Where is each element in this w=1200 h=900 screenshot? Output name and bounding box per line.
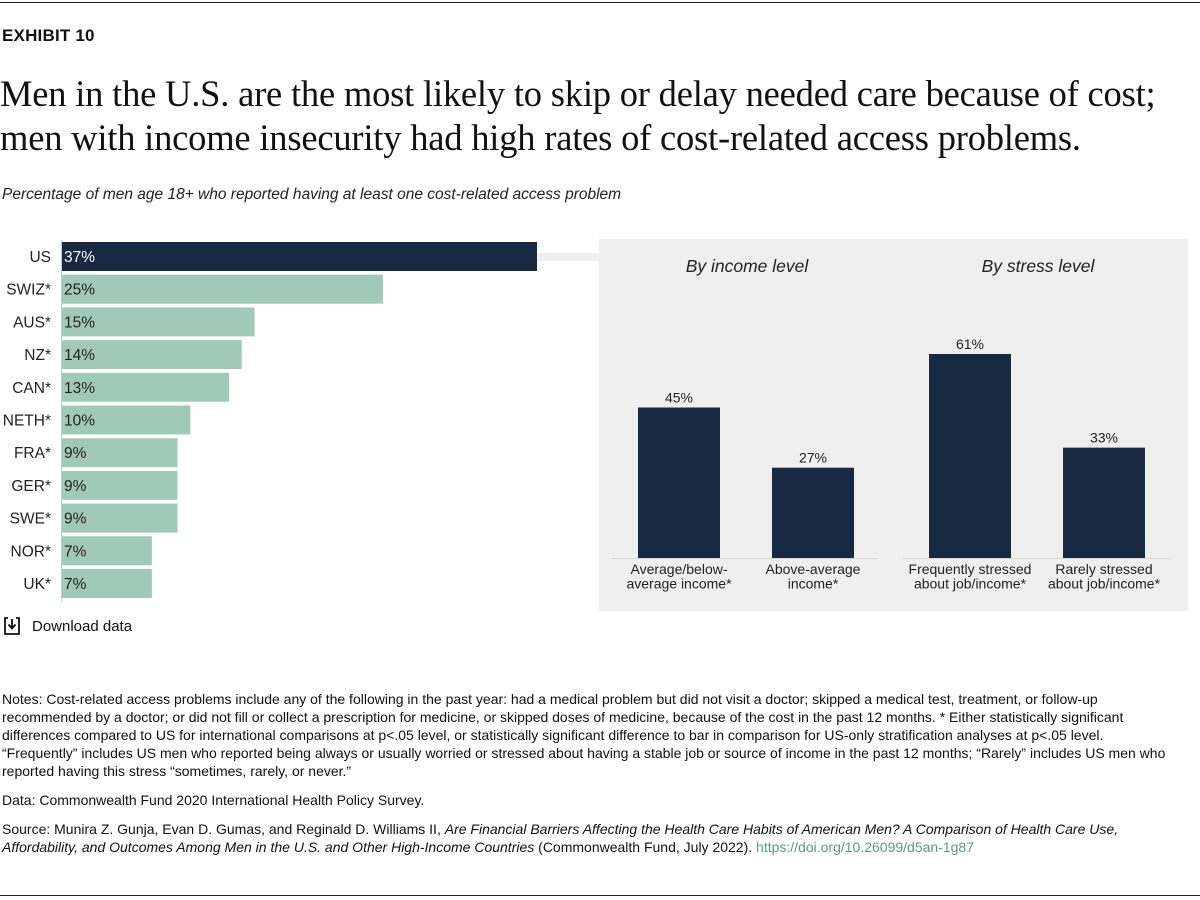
income-bar-1 — [772, 467, 854, 558]
bottom-rule — [0, 895, 1200, 896]
value-label: 9% — [64, 478, 87, 495]
category-label: AUS* — [13, 314, 51, 331]
value-label: 61% — [956, 336, 984, 352]
download-data-label: Download data — [32, 617, 133, 635]
source-title: Are Financial Barriers Affecting the Hea… — [2, 821, 1119, 855]
value-label: 7% — [64, 576, 87, 593]
notes-text: Notes: Cost-related access problems incl… — [2, 691, 1166, 779]
doi-link[interactable]: https://doi.org/10.26099/d5an-1g87 — [756, 839, 974, 855]
source-prefix: Source: Munira Z. Gunja, Evan D. Gumas, … — [2, 821, 445, 837]
category-label: GER* — [11, 478, 51, 495]
bar-us — [62, 242, 537, 271]
bar-ger — [62, 470, 178, 500]
bar-uk — [62, 569, 152, 598]
value-label: 10% — [64, 413, 95, 430]
download-data-button[interactable]: Download data — [2, 616, 132, 636]
category-label: US — [29, 249, 51, 266]
source-citation: Source: Munira Z. Gunja, Evan D. Gumas, … — [2, 820, 1182, 856]
bar-swe — [62, 503, 178, 533]
value-label: 33% — [1090, 430, 1118, 446]
bar-neth — [62, 405, 191, 435]
category-label: Above-average income* — [766, 561, 861, 592]
category-label: SWE* — [10, 511, 51, 528]
category-label: NOR* — [11, 543, 51, 560]
category-label: NZ* — [24, 347, 51, 364]
stress-bar-0 — [929, 354, 1011, 558]
value-label: 27% — [799, 450, 827, 466]
category-label: FRA* — [14, 445, 51, 462]
value-label: 9% — [64, 445, 87, 462]
value-label: 25% — [64, 282, 95, 299]
bar-can — [62, 372, 229, 402]
value-label: 7% — [64, 543, 87, 560]
bar-swiz — [62, 274, 383, 304]
stress-bar-1 — [1063, 447, 1145, 558]
value-label: 9% — [64, 511, 87, 528]
bar-fra — [62, 438, 178, 468]
bar-nor — [62, 536, 152, 566]
category-label: Frequently stressed about job/income* — [909, 561, 1032, 592]
bar-nz — [62, 340, 242, 370]
category-label: Rarely stressed about job/income* — [1048, 561, 1161, 592]
income-chart-title: By income level — [686, 256, 810, 276]
us-stratification-charts: By income level 45% Average/below-average … — [612, 256, 1171, 592]
top-rule — [0, 2, 1200, 3]
category-label: UK* — [23, 576, 51, 593]
source-suffix: (Commonwealth Fund, July 2022). — [534, 839, 757, 855]
bar-aus — [62, 307, 255, 337]
category-label: Average/below-average income* — [626, 561, 732, 592]
country-bar-chart: US 37% SWIZ* 25% AUS* 15% NZ* 14% CAN* 13% NETH* 10… — [3, 240, 599, 603]
value-label: 15% — [64, 314, 95, 331]
exhibit-label: EXHIBIT 10 — [2, 26, 95, 45]
value-label: 45% — [665, 390, 693, 406]
stress-chart-title: By stress level — [982, 256, 1096, 276]
notes-section: Notes: Cost-related access problems incl… — [2, 690, 1182, 867]
category-label: CAN* — [12, 380, 51, 397]
value-label: 37% — [64, 249, 95, 266]
category-label: SWIZ* — [6, 282, 51, 299]
category-label: NETH* — [3, 413, 51, 430]
connector-strip — [537, 253, 599, 261]
data-source-line: Data: Commonwealth Fund 2020 Internation… — [2, 792, 425, 808]
value-label: 13% — [64, 380, 95, 397]
page-title: Men in the U.S. are the most likely to s… — [0, 73, 1156, 158]
download-icon — [2, 616, 22, 636]
value-label: 14% — [64, 347, 95, 364]
income-bar-0 — [638, 407, 720, 558]
chart-subtitle: Percentage of men age 18+ who reported h… — [2, 186, 622, 203]
